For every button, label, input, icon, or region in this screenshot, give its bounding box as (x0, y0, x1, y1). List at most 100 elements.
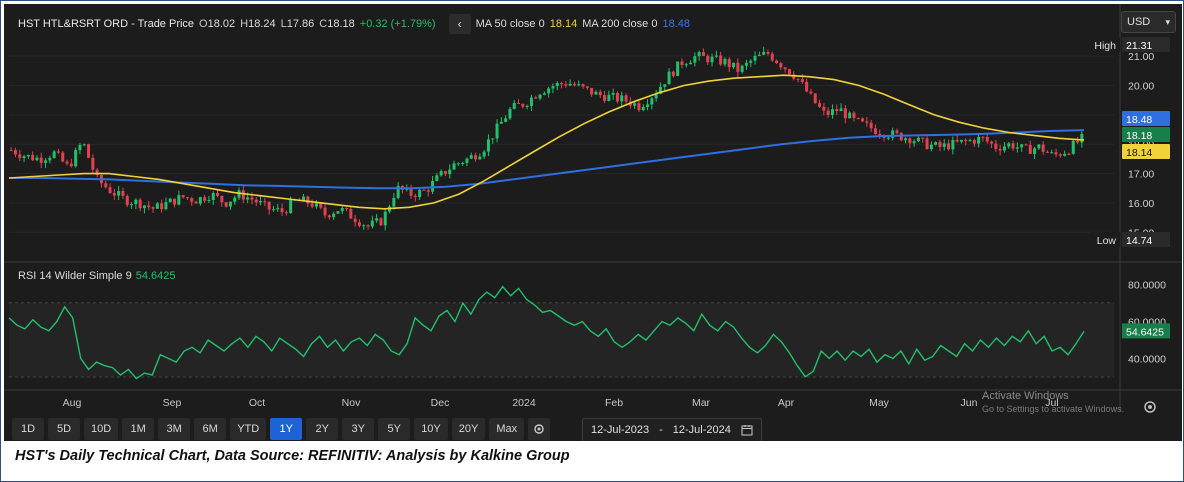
candle-body (160, 203, 164, 210)
low-badge-label-bg (1090, 232, 1120, 247)
candle-body (985, 137, 989, 142)
candle-body (233, 197, 237, 202)
ma200-badge-bg (1122, 111, 1170, 126)
range-button-6m[interactable]: 6M (194, 418, 227, 440)
chevron-left-icon[interactable]: ‹ (448, 14, 471, 34)
candle-body (753, 55, 757, 61)
candle-body (766, 51, 770, 54)
date-range-picker[interactable]: 12-Jul-2023 - 12-Jul-2024 (582, 418, 762, 441)
candle-body (383, 211, 387, 226)
candle-body (714, 55, 718, 57)
range-button-max[interactable]: Max (489, 418, 525, 440)
candle-body (499, 121, 503, 124)
candle-body (994, 143, 998, 150)
candle-body (370, 220, 374, 227)
candle-body (259, 201, 263, 203)
candle-body (216, 193, 220, 196)
candle-body (658, 86, 662, 94)
candle-body (813, 93, 817, 104)
range-button-10d[interactable]: 10D (84, 418, 119, 440)
candle-body (800, 79, 804, 82)
x-tick-label: Feb (605, 397, 623, 409)
candle-body (228, 201, 232, 207)
range-button-3m[interactable]: 3M (158, 418, 191, 440)
candle-body (916, 137, 920, 142)
candle-body (826, 110, 830, 115)
candle-body (452, 163, 456, 170)
candle-body (611, 92, 615, 95)
range-button-1d[interactable]: 1D (12, 418, 44, 440)
candle-body (676, 61, 680, 76)
candle-body (35, 157, 39, 161)
ma200-badge-value: 18.48 (1126, 114, 1152, 126)
candle-body (740, 65, 744, 72)
candle-body (646, 104, 650, 107)
range-button-3y[interactable]: 3Y (342, 418, 375, 440)
range-button-1y[interactable]: 1Y (270, 418, 303, 440)
candle-body (353, 218, 357, 223)
candle-body (934, 142, 938, 145)
candle-body (594, 91, 598, 95)
range-toolbar: 1D 5D 10D 1M 3M 6M YTD 1Y 2Y 3Y 5Y 10Y 20Y Max (12, 418, 551, 441)
candle-body (508, 108, 512, 119)
candle-body (972, 140, 976, 144)
candle-body (482, 151, 486, 157)
price-tick-label: 21.00 (1128, 51, 1154, 63)
high-readout: H18.24 (240, 18, 276, 30)
candle-body (409, 187, 413, 196)
candle-body (491, 138, 495, 140)
candle-body (31, 154, 35, 161)
toolbar-gear-icon[interactable] (528, 418, 551, 440)
settings-gear-icon[interactable] (1140, 397, 1160, 417)
range-button-1m[interactable]: 1M (122, 418, 155, 440)
close-badge-value: 18.18 (1126, 130, 1152, 142)
range-button-20y[interactable]: 20Y (451, 418, 486, 440)
candle-body (955, 139, 959, 142)
price-tick-label: 16.00 (1128, 198, 1154, 210)
range-button-5d[interactable]: 5D (48, 418, 80, 440)
symbol-title: HST HTL&RSRT ORD - Trade Price (18, 18, 195, 30)
rsi-badge-value: 54.6425 (1126, 326, 1164, 338)
candle-body (762, 51, 766, 55)
price-tick-label: 20.00 (1128, 80, 1154, 92)
candle-body (13, 150, 17, 155)
range-button-10y[interactable]: 10Y (414, 418, 448, 440)
low-badge-value: 14.74 (1126, 235, 1152, 247)
candle-body (138, 199, 142, 209)
candle-body (448, 169, 452, 175)
range-button-2y[interactable]: 2Y (306, 418, 339, 440)
high-badge-bg (1122, 37, 1170, 52)
candle-body (456, 163, 460, 165)
x-tick-label: Jun (961, 397, 978, 409)
candle-body (112, 193, 116, 196)
rsi-line (8, 285, 1085, 380)
candle-body (142, 205, 146, 209)
candle-body (267, 201, 271, 210)
candle-body (684, 64, 688, 66)
candle-body (104, 183, 108, 188)
currency-select[interactable]: USD ▾ (1121, 11, 1176, 33)
candle-body (783, 67, 787, 70)
candle-body (856, 117, 860, 119)
candle-body (744, 62, 748, 66)
range-button-5y[interactable]: 5Y (378, 418, 411, 440)
candle-body (435, 175, 439, 181)
candle-body (173, 198, 177, 205)
figure-caption: HST's Daily Technical Chart, Data Source… (15, 448, 570, 464)
candle-body (891, 130, 895, 138)
candle-body (1028, 144, 1032, 154)
candle-body (164, 202, 168, 210)
candle-body (336, 211, 340, 214)
candle-body (555, 82, 559, 87)
candle-body (1080, 133, 1084, 143)
currency-value: USD (1127, 16, 1151, 28)
candle-body (693, 56, 697, 63)
calendar-icon (741, 425, 753, 436)
candle-body (125, 195, 129, 206)
ma50-badge-value: 18.14 (1126, 147, 1152, 159)
range-button-ytd[interactable]: YTD (230, 418, 267, 440)
candle-body (959, 139, 963, 142)
price-chart[interactable]: 15.0016.0017.0018.0019.0020.0021.0040.00… (4, 4, 1182, 441)
candle-body (680, 61, 684, 65)
candle-body (392, 197, 396, 207)
